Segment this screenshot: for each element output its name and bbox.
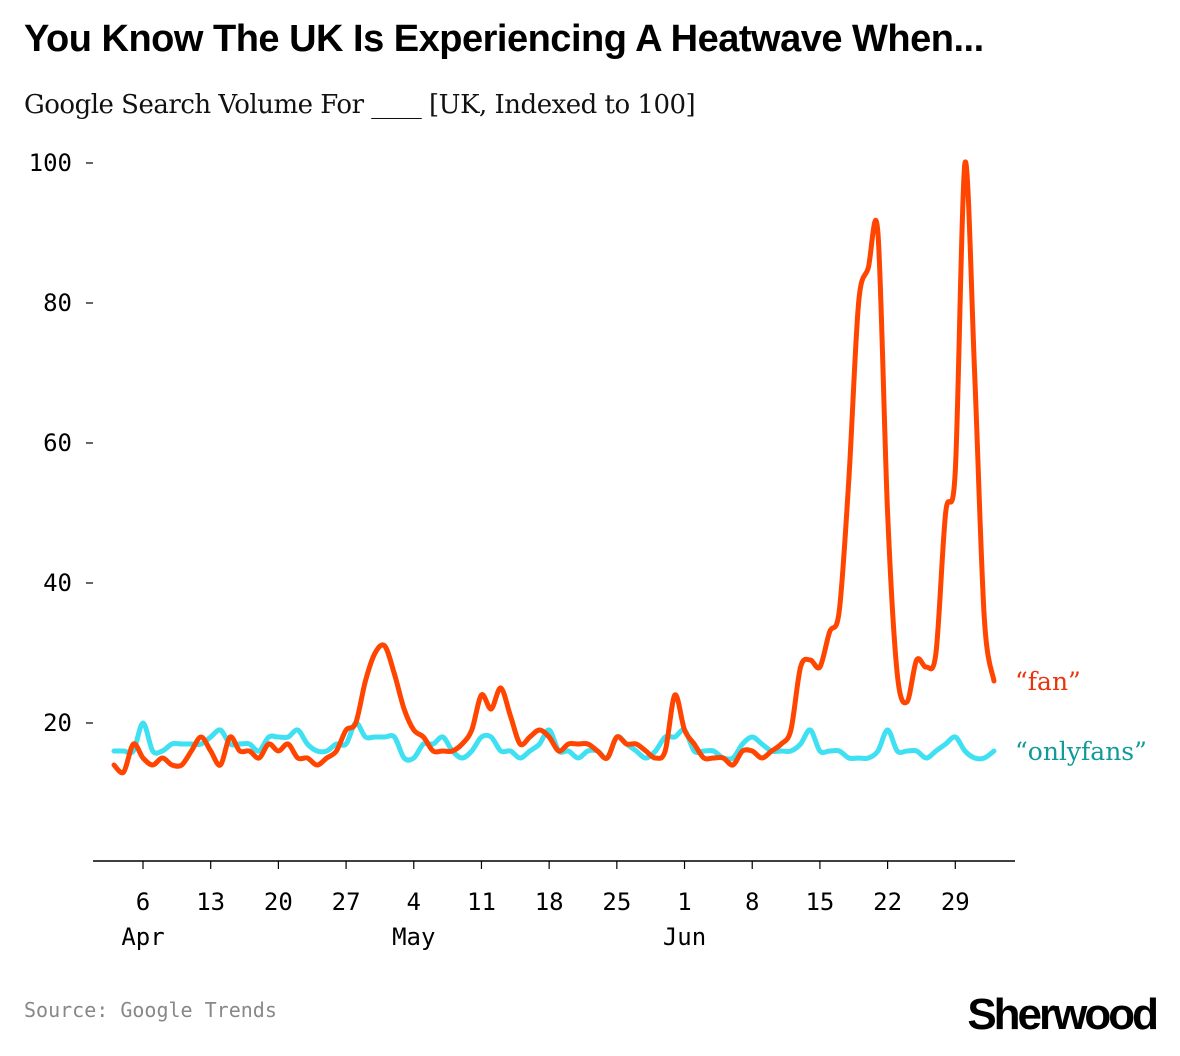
x-month-label: Jun — [663, 923, 706, 951]
x-tick-label: 25 — [602, 888, 631, 916]
x-tick-label: 15 — [805, 888, 834, 916]
x-tick-label: 27 — [332, 888, 361, 916]
y-tick-label: 100 — [29, 149, 72, 177]
sherwood-logo: Sherwood — [967, 990, 1159, 1039]
x-tick-label: 11 — [467, 888, 496, 916]
y-tick-label: 40 — [43, 569, 72, 597]
series-line-fan — [111, 159, 997, 776]
x-tick-label: 13 — [196, 888, 225, 916]
x-tick-label: 1 — [677, 888, 691, 916]
x-month-label: Apr — [121, 923, 164, 951]
x-month-label: May — [392, 923, 435, 951]
x-tick-label: 22 — [873, 888, 902, 916]
x-axis: 6 Apr 13 20 27 4 May 11 18 25 1 Jun 8 15 22 29 — [121, 861, 970, 951]
source-note: Source: Google Trends — [24, 998, 277, 1022]
series-lines — [111, 159, 997, 776]
x-tick-label: 18 — [535, 888, 564, 916]
series-labels: “onlyfans” “fan” — [1015, 667, 1147, 766]
x-tick-label: 29 — [941, 888, 970, 916]
x-tick-label: 8 — [745, 888, 759, 916]
chart-subtitle: Google Search Volume For ____ [UK, Index… — [24, 90, 696, 120]
x-tick-label: 4 — [407, 888, 421, 916]
series-label: “onlyfans” — [1015, 737, 1147, 766]
y-tick-label: 20 — [43, 709, 72, 737]
series-line-onlyfans — [111, 720, 997, 763]
x-tick-label: 6 — [136, 888, 150, 916]
x-tick-label: 20 — [264, 888, 293, 916]
y-axis: 20 40 60 80 100 — [29, 149, 93, 737]
y-tick-label: 80 — [43, 289, 72, 317]
chart-title: You Know The UK Is Experiencing A Heatwa… — [24, 18, 984, 60]
series-label: “fan” — [1015, 667, 1081, 696]
y-tick-label: 60 — [43, 429, 72, 457]
